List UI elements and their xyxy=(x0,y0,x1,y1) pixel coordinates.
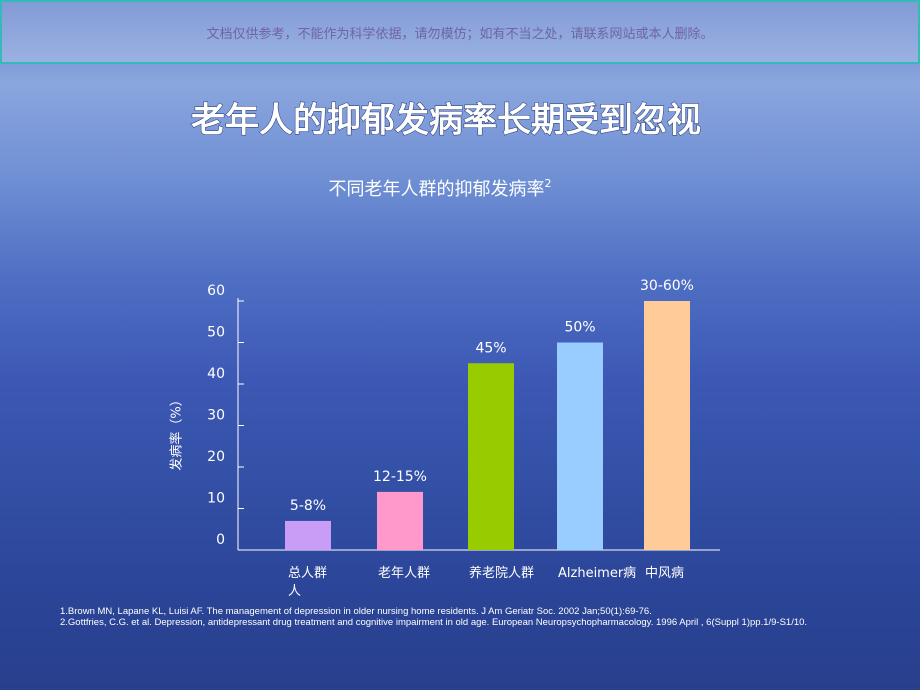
x-tick-label: 老年人群 xyxy=(378,566,431,581)
disclaimer-banner: 文档仅供参考，不能作为科学依据，请勿模仿；如有不当之处，请联系网站或本人删除。 xyxy=(0,0,920,64)
y-tick-label: 10 xyxy=(207,491,225,507)
subtitle-note: 2 xyxy=(545,177,552,190)
subtitle-text: 不同老年人群的抑郁发病率 xyxy=(329,179,545,200)
y-tick-label: 60 xyxy=(207,283,225,299)
data-label: 45% xyxy=(475,340,506,356)
chart-subtitle: 不同老年人群的抑郁发病率2 xyxy=(329,177,552,200)
y-tick-label: 30 xyxy=(207,408,225,424)
slide-title: 老年人的抑郁发病率长期受到忽视 xyxy=(191,101,701,141)
data-label: 50% xyxy=(564,320,595,336)
data-label: 30-60% xyxy=(640,278,694,294)
bar xyxy=(468,363,514,550)
y-tick-label: 40 xyxy=(207,366,225,382)
bar xyxy=(557,342,603,550)
y-tick-label: 0 xyxy=(216,532,225,548)
x-tick-label: 总人群人 xyxy=(288,566,328,599)
references: 1.Brown MN, Lapane KL, Luisi AF. The man… xyxy=(60,606,850,628)
reference: 2.Gottfries, C.G. et al. Depression, ant… xyxy=(60,617,808,628)
bar xyxy=(285,520,331,550)
x-tick-label: 养老院人群 xyxy=(469,566,535,581)
data-label: 12-15% xyxy=(373,469,427,485)
x-tick-label: 中风病 xyxy=(645,566,685,581)
data-label: 5-8% xyxy=(290,498,326,514)
reference: 1.Brown MN, Lapane KL, Luisi AF. The man… xyxy=(60,606,652,617)
bar xyxy=(377,491,423,550)
y-tick-label: 50 xyxy=(207,325,225,341)
y-axis-label: 发病率（%） xyxy=(169,393,185,470)
x-tick-label: Alzheimer病 xyxy=(558,566,637,581)
y-tick-label: 20 xyxy=(207,449,225,465)
bar xyxy=(644,301,690,550)
